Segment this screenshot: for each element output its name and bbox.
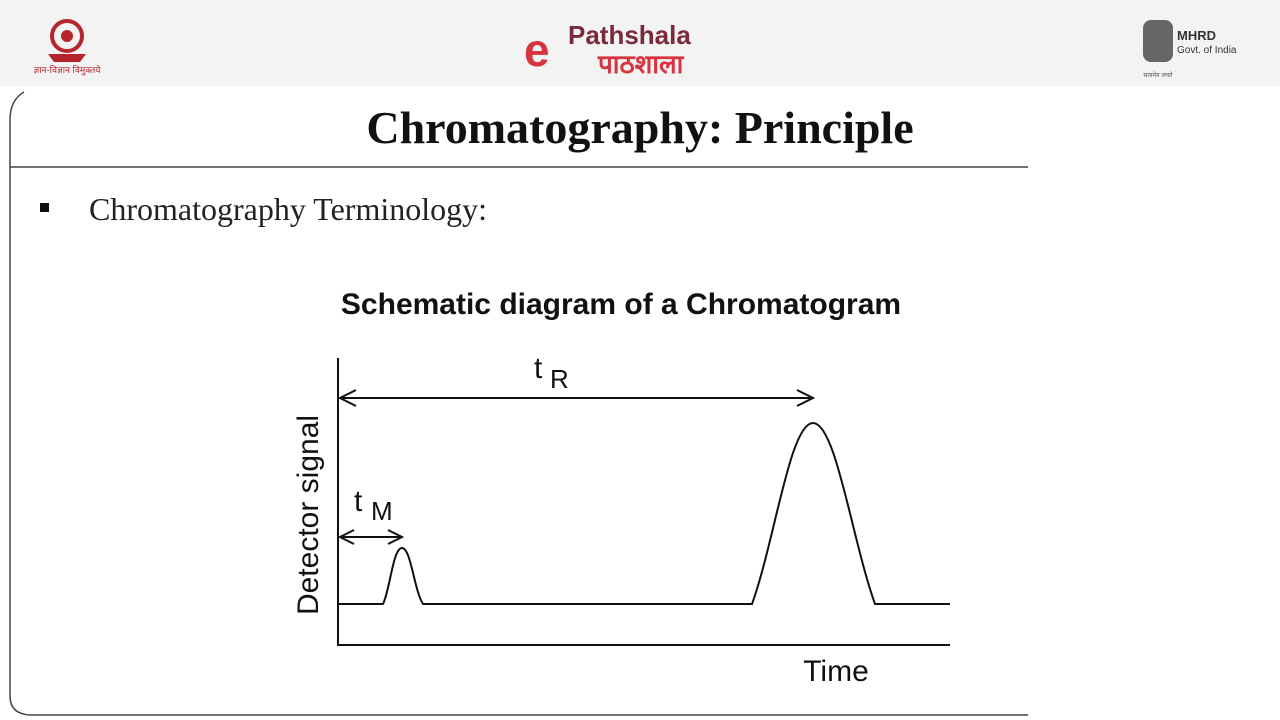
- slide-title: Chromatography: Principle: [366, 102, 913, 153]
- national-emblem: [1143, 20, 1173, 62]
- emblem-caption: ज्ञान-विज्ञान विमुक्तये: [34, 64, 102, 76]
- university-emblem: [48, 19, 86, 62]
- tm-label: t: [354, 485, 363, 518]
- ministry-subtitle: Govt. of India: [1177, 45, 1237, 56]
- x-axis-label: Time: [803, 655, 869, 688]
- tr-label: t: [534, 352, 543, 385]
- bullet: [40, 203, 49, 212]
- slide-frame: [9, 91, 1028, 716]
- logo-english: Pathshala: [568, 20, 691, 50]
- y-axis-label: Detector signal: [292, 415, 325, 615]
- logo-mark: e: [524, 24, 550, 76]
- ministry-name: MHRD: [1177, 28, 1216, 43]
- emblem-motto: सत्यमेव जयते: [1143, 71, 1173, 79]
- tr-subscript: R: [550, 364, 569, 394]
- logo-hindi: पाठशाला: [597, 49, 685, 79]
- tm-subscript: M: [371, 496, 393, 526]
- figure-title: Schematic diagram of a Chromatogram: [341, 288, 901, 321]
- bullet-text: Chromatography Terminology:: [89, 191, 487, 227]
- header-band: [0, 0, 1280, 86]
- chromatogram: [337, 358, 950, 646]
